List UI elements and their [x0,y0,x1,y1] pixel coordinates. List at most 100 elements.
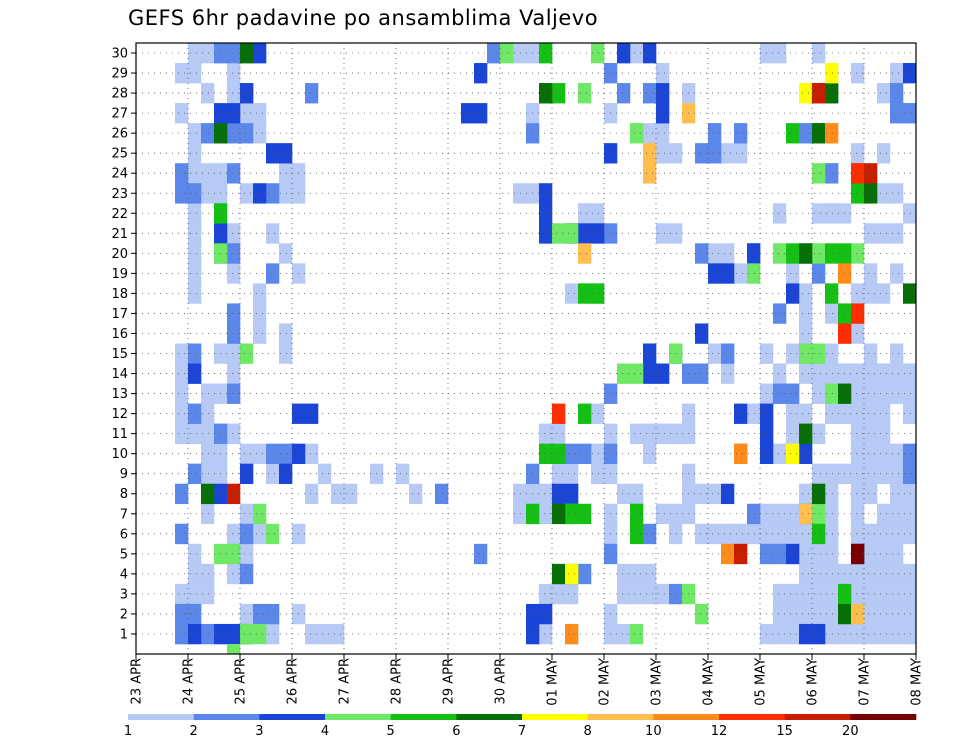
heatmap-cell [227,543,241,565]
heatmap-cell [630,363,644,384]
heatmap-cell [734,403,748,424]
heatmap-cell [279,183,293,204]
heatmap-cell [825,303,839,324]
heatmap-cell [552,403,566,424]
heatmap-cell [331,623,345,645]
heatmap-cell [877,283,891,304]
heatmap-cell [877,463,891,485]
y-axis: 1234567891011121314151617181920212223242… [111,47,136,642]
heatmap-cell [643,143,657,164]
heatmap-cell [188,623,202,645]
colorbar-label: 8 [584,724,592,739]
heatmap-cell [253,183,267,204]
heatmap-cell [591,463,605,485]
heatmap-cell [201,503,215,525]
heatmap-cell [305,483,319,505]
heatmap-cell [279,243,293,264]
heatmap-cell [773,363,787,384]
heatmap-cell [201,423,215,444]
heatmap-cell [812,163,826,184]
colorbar-label: 6 [452,724,460,739]
heatmap-cell [201,183,215,204]
heatmap-cell [240,603,254,625]
heatmap-cell [201,583,215,605]
x-tick-label: 05 MAY [754,658,769,706]
heatmap-cell [656,103,670,124]
heatmap-cell [786,383,800,404]
heatmap-cell [812,83,826,104]
heatmap-cell [877,383,891,404]
heatmap-cell [175,583,189,605]
heatmap-cell [396,463,410,485]
heatmap-cell [825,243,839,264]
heatmap-cell [591,403,605,424]
heatmap-cell [591,283,605,304]
heatmap-cell [643,363,657,384]
heatmap-cell [552,423,566,444]
heatmap-cell [747,403,761,424]
heatmap-cell [656,123,670,144]
heatmap-cell [669,523,683,545]
heatmap-cell [825,603,839,625]
heatmap-cell [721,363,735,384]
heatmap-cell [903,503,917,525]
colorbar-swatch [587,714,654,720]
heatmap-cell [903,623,917,645]
heatmap-cell [799,243,813,264]
heatmap-cell [903,483,917,505]
heatmap-cell [552,483,566,505]
heatmap-cell [175,383,189,404]
heatmap-cell [617,563,631,585]
heatmap-cell [188,543,202,565]
heatmap-cell [240,103,254,124]
heatmap-cell [786,543,800,565]
heatmap-cell [721,523,735,545]
dotted-grid [136,43,916,654]
x-tick-label: 07 MAY [858,658,873,706]
heatmap-cell [851,523,865,545]
chart-title: GEFS 6hr padavine po ansamblima Valjevo [128,6,599,30]
heatmap-cell [890,383,904,404]
heatmap-cell [227,623,241,645]
heatmap-cell [864,183,878,204]
heatmap-cell [630,123,644,144]
colorbar-label: 5 [387,724,395,739]
heatmap-cell [851,183,865,204]
heatmap-cell [630,423,644,444]
heatmap-cell [695,363,709,384]
heatmap-cell [240,183,254,204]
heatmap-cell [890,343,904,364]
heatmap-cell [708,123,722,144]
heatmap-cell [786,123,800,144]
heatmap-cell [825,483,839,505]
heatmap-cell [617,623,631,645]
heatmap-cell [799,563,813,585]
heatmap-cell [513,483,527,505]
heatmap-cell [279,143,293,164]
heatmap-cell [513,43,527,64]
heatmap-cell [643,83,657,104]
heatmap-cell [188,243,202,264]
heatmap-cell [201,563,215,585]
heatmap-cell [799,403,813,424]
heatmap-cell [747,243,761,264]
heatmap-cell [903,443,917,464]
heatmap-cell [890,223,904,244]
heatmap-cell [630,43,644,64]
heatmap-cell [799,483,813,505]
colorbar-label: 15 [776,724,793,739]
y-tick-label: 5 [120,547,128,562]
heatmap-cell [617,43,631,64]
heatmap-cell [201,463,215,485]
heatmap-cell [734,263,748,284]
heatmap-cell [539,203,553,224]
x-tick-label: 08 MAY [910,658,925,706]
heatmap-cell [344,483,358,505]
heatmap-cell [773,523,787,545]
heatmap-cell [890,103,904,124]
heatmap-cell [825,503,839,525]
heatmap-cell [747,263,761,284]
heatmap-cell [175,183,189,204]
heatmap-cell [656,223,670,244]
